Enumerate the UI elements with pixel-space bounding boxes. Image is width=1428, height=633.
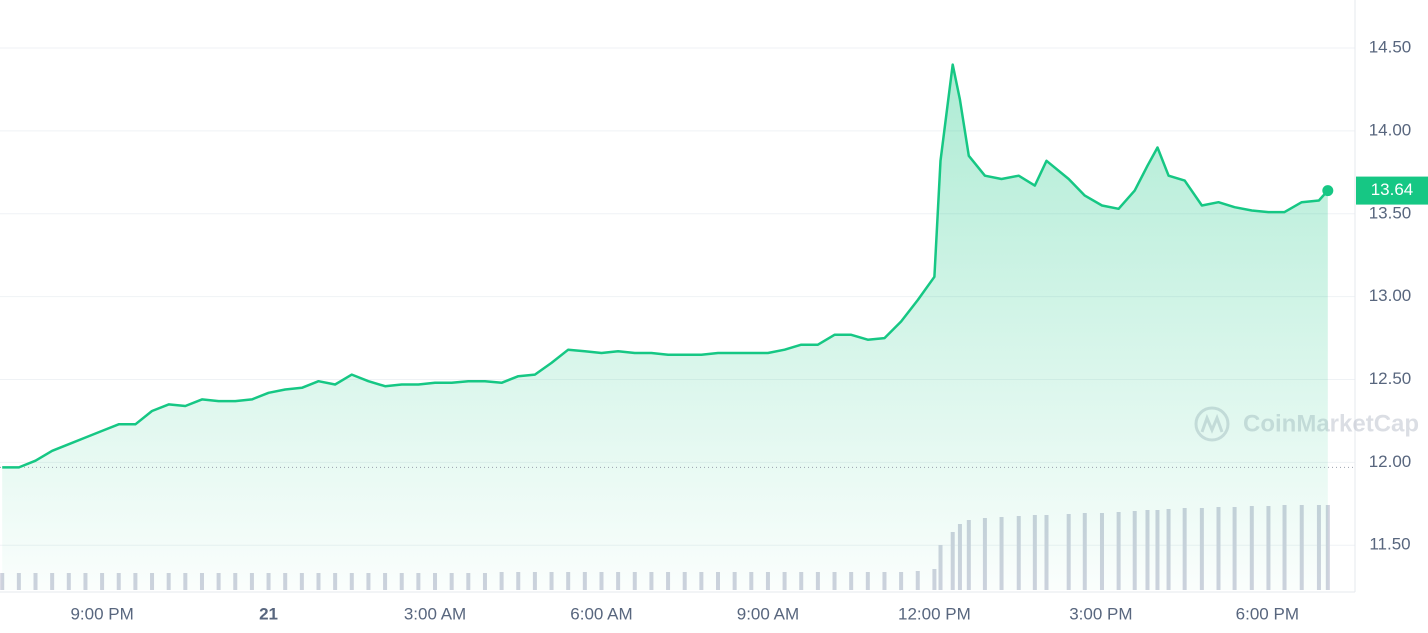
x-tick-label: 12:00 PM [898,604,971,623]
price-badge-label: 13.64 [1371,180,1414,199]
y-tick-label: 13.00 [1369,286,1412,305]
x-tick-label: 9:00 PM [70,604,133,623]
y-tick-label: 13.50 [1369,203,1412,222]
x-tick-label: 3:00 AM [404,604,466,623]
x-tick-label: 9:00 AM [737,604,799,623]
area [2,64,1328,591]
x-tick-label: 3:00 PM [1069,604,1132,623]
y-tick-label: 14.50 [1369,38,1412,57]
y-tick-label: 12.00 [1369,452,1412,471]
x-tick-label: 6:00 PM [1236,604,1299,623]
x-tick-label: 21 [259,604,278,623]
volume-bar [1325,505,1330,590]
price-badge [1356,176,1428,205]
price-line [2,63,1329,469]
last-point [1322,185,1334,197]
y-tick-label: 14.00 [1369,120,1412,139]
y-tick-label: 12.50 [1369,369,1412,388]
y-tick-label: 11.50 [1369,535,1410,554]
x-tick-label: 6:00 AM [570,604,632,623]
